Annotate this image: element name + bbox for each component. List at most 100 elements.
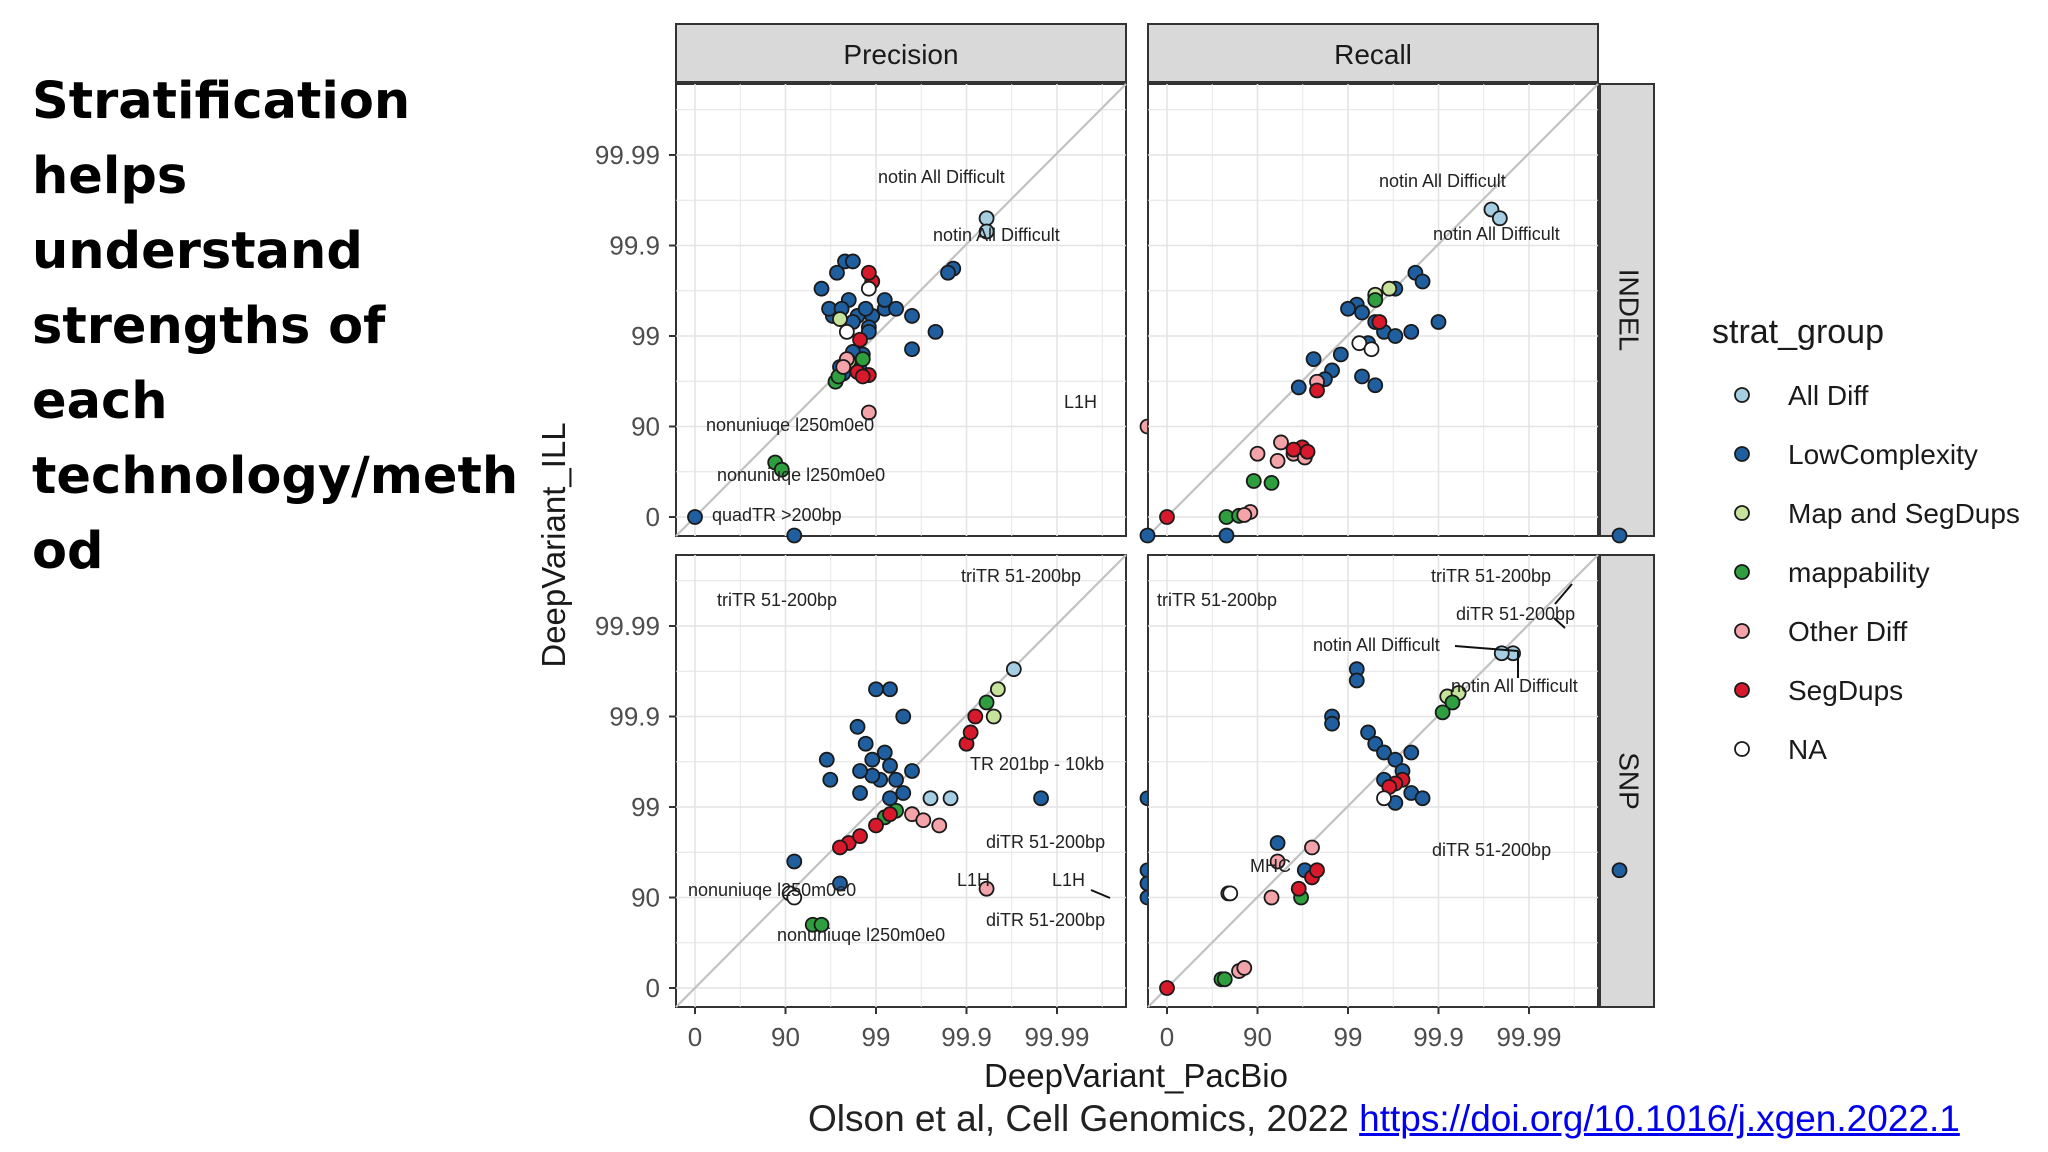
point — [1611, 862, 1628, 879]
point — [922, 790, 939, 807]
point — [1387, 328, 1404, 344]
point-annotation: nonuniuqe l250m0e0 — [777, 925, 945, 945]
point — [857, 735, 874, 752]
point — [904, 763, 920, 779]
point — [1273, 434, 1289, 451]
panel-precision-snp — [675, 527, 1156, 1008]
y-tick-label: 0 — [646, 973, 660, 1003]
point — [860, 404, 877, 421]
point-annotation: notin All Difficult — [1451, 676, 1578, 696]
point — [1403, 323, 1420, 340]
point — [852, 763, 868, 779]
point — [1285, 441, 1302, 458]
point — [1332, 346, 1349, 363]
point — [1387, 751, 1404, 768]
point — [1363, 341, 1380, 358]
point — [927, 323, 944, 340]
legend-swatch — [1734, 741, 1750, 757]
point — [1351, 335, 1368, 352]
point — [978, 694, 995, 711]
point — [868, 817, 884, 834]
point — [1367, 377, 1384, 394]
point — [1245, 473, 1262, 489]
point — [1376, 744, 1392, 761]
y-tick-label: 99.99 — [595, 611, 660, 641]
point-annotation: triTR 51-200bp — [717, 590, 837, 610]
x-axis-title: DeepVariant_PacBio — [984, 1057, 1288, 1094]
legend-swatch — [1734, 564, 1750, 580]
point — [967, 708, 984, 725]
legend-label: Other Diff — [1788, 616, 1908, 647]
legend-swatch — [1734, 446, 1750, 462]
point — [1367, 292, 1384, 308]
point — [1033, 790, 1049, 807]
point-annotation: triTR 51-200bp — [1431, 566, 1551, 586]
point — [1348, 672, 1365, 689]
point — [989, 681, 1006, 698]
point — [860, 280, 877, 297]
citation-link[interactable]: https://doi.org/10.1016/j.xgen.2022.1 — [1359, 1098, 1960, 1139]
legend-swatch — [1734, 623, 1750, 639]
point — [942, 790, 959, 807]
legend-label: mappability — [1788, 557, 1930, 588]
point — [1309, 382, 1325, 399]
point — [1376, 790, 1392, 807]
point — [1491, 210, 1508, 227]
point — [687, 509, 703, 525]
point — [978, 880, 995, 897]
point — [1263, 889, 1280, 906]
point-annotation: notin All Difficult — [1379, 171, 1506, 191]
point — [1236, 507, 1253, 523]
point — [854, 368, 871, 385]
y-tick-label: 90 — [631, 883, 660, 913]
x-tick-label: 99.9 — [1413, 1022, 1464, 1052]
point — [818, 751, 835, 768]
point — [829, 264, 845, 281]
legend-label: Map and SegDups — [1788, 498, 2020, 529]
point-annotation: notin All Difficult — [1313, 635, 1440, 655]
point — [868, 681, 884, 698]
point — [978, 223, 995, 240]
point-annotation: notin All Difficult — [933, 225, 1060, 245]
point — [1269, 853, 1286, 870]
point — [860, 264, 877, 281]
point — [852, 828, 868, 845]
facet-strip-precision — [675, 23, 1127, 83]
point — [1340, 300, 1356, 317]
panel-precision-indel — [675, 83, 1156, 537]
point — [895, 785, 912, 801]
point — [1444, 694, 1461, 711]
legend-title: strat_group — [1712, 313, 1884, 351]
point — [1249, 445, 1266, 462]
point — [985, 708, 1002, 725]
citation: Olson et al, Cell Genomics, 2022 https:/… — [808, 1098, 1960, 1140]
point — [1290, 379, 1307, 396]
point-annotation: quadTR >200bp — [712, 505, 842, 525]
annotation-leader — [1454, 645, 1519, 652]
point — [876, 292, 893, 308]
point-annotation: notin All Difficult — [878, 167, 1005, 187]
point-annotation: MHC — [1250, 856, 1291, 876]
facet-strip-snp — [1599, 554, 1655, 1008]
panels-layer: Precision Recall INDEL SNP notin All Difficu… — [675, 23, 1655, 1008]
point — [904, 341, 920, 358]
point — [852, 785, 868, 801]
point — [832, 875, 848, 892]
point — [844, 253, 861, 270]
annotation-leader — [1553, 617, 1566, 629]
point — [1360, 724, 1376, 741]
point-annotation: diTR 51-200bp — [986, 910, 1105, 930]
point-annotation: diTR 51-200bp — [1432, 840, 1551, 860]
point-annotation: nonuniuqe l250m0e0 — [706, 415, 874, 435]
legend-label: LowComplexity — [1788, 439, 1978, 470]
x-tick-label: 99 — [1334, 1022, 1363, 1052]
legend-layer: strat_group All Diff LowComplexity Map and … — [1712, 313, 2020, 765]
y-tick-label: 99.9 — [609, 702, 660, 732]
point — [1434, 704, 1451, 721]
point — [1354, 304, 1370, 321]
point — [1309, 862, 1325, 879]
point — [1222, 885, 1239, 902]
point — [1159, 980, 1175, 996]
point — [786, 889, 803, 906]
